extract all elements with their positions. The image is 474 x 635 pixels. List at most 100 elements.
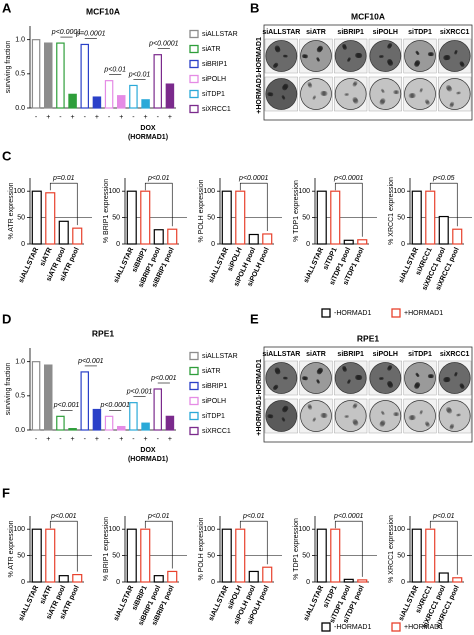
p-value: p<0.05 — [432, 175, 455, 182]
colony-plate — [404, 78, 436, 110]
panel-letter: A — [2, 0, 12, 15]
x-tick-label: + — [95, 114, 99, 121]
colony — [312, 419, 316, 422]
p-value: p<0.01 — [147, 175, 170, 182]
colony — [382, 90, 385, 94]
bar — [80, 371, 89, 431]
colony — [317, 380, 320, 384]
colony — [450, 423, 455, 428]
bar — [140, 190, 151, 245]
bar — [126, 190, 137, 245]
colony — [302, 54, 306, 58]
colony — [307, 82, 312, 87]
colony — [274, 45, 280, 51]
bar — [126, 528, 137, 583]
colony-plate — [334, 400, 367, 432]
legend-label: siALLSTAR — [202, 353, 238, 360]
colony-plate — [265, 362, 298, 394]
bar — [45, 192, 56, 245]
colony-plate — [438, 400, 471, 432]
legend-swatch — [321, 308, 331, 318]
bar — [80, 43, 89, 109]
x-tick-label: - — [35, 436, 38, 443]
colony — [283, 83, 289, 89]
bar — [141, 99, 150, 109]
colony — [380, 420, 386, 426]
bar — [153, 388, 163, 431]
colony — [320, 412, 326, 418]
colony — [357, 53, 363, 59]
colony — [380, 410, 384, 414]
column-label: siATR — [306, 29, 326, 36]
panel-letter: B — [250, 0, 259, 15]
colony — [352, 97, 358, 103]
colony — [320, 90, 326, 96]
x-tick-label: - — [84, 436, 87, 443]
bar — [167, 228, 178, 245]
colony-plate — [334, 362, 367, 394]
significance-bracket — [49, 182, 78, 226]
colony — [424, 99, 429, 104]
y-tick-label: 100 — [298, 188, 310, 195]
legend-label: +HORMAD1 — [404, 624, 443, 631]
y-axis-label: surviving fraction — [5, 363, 12, 416]
bar — [248, 233, 259, 245]
bar — [31, 190, 42, 245]
x-tick-label: siALLSTAR — [398, 247, 420, 284]
colony — [388, 60, 394, 66]
colony-plate — [438, 362, 471, 394]
colony — [273, 386, 277, 391]
bar — [92, 408, 102, 431]
bar — [104, 415, 114, 431]
colony — [308, 405, 313, 410]
colony — [379, 377, 382, 380]
y-axis-label: % TDP1 expression — [293, 180, 300, 242]
p-value: p<0.0001 — [51, 29, 81, 36]
p-value: p<0.01 — [147, 513, 170, 520]
x-tick-label: + — [168, 114, 172, 121]
y-axis-label: % ATR expression — [8, 520, 15, 577]
y-axis-label: % XRCC1 expression — [388, 515, 395, 583]
colony — [443, 55, 449, 61]
row-label: +HORMAD1 — [256, 396, 263, 436]
colony — [352, 419, 358, 425]
legend-label: siPOLH — [202, 76, 226, 83]
p-value: p<0.0001 — [238, 175, 268, 182]
y-tick-label: 100 — [203, 526, 215, 533]
colony — [408, 93, 414, 99]
y-tick-label: 50 — [207, 552, 215, 559]
x-tick-label: + — [71, 114, 75, 121]
colony — [394, 412, 399, 417]
colony — [388, 43, 393, 47]
colony — [321, 90, 327, 96]
legend-swatch — [189, 44, 199, 54]
bar — [343, 578, 354, 583]
panel-letter: E — [250, 311, 259, 326]
x-tick-label: siATR — [39, 585, 54, 606]
x-tick-label: + — [168, 436, 172, 443]
colony — [408, 415, 414, 421]
bar — [221, 528, 232, 583]
colony — [458, 91, 461, 95]
colony — [345, 93, 348, 96]
colony — [282, 418, 286, 422]
y-tick-label: 100 — [13, 526, 25, 533]
colony — [283, 405, 289, 411]
y-tick-label: 50 — [17, 552, 25, 559]
colony — [353, 81, 357, 86]
legend-swatch — [189, 29, 199, 39]
panel-title: RPE1 — [357, 333, 379, 343]
bar — [31, 39, 41, 109]
colony-plate — [404, 400, 436, 432]
bar — [425, 190, 436, 245]
colony-plate — [265, 400, 298, 432]
colony — [379, 98, 385, 104]
colony — [317, 58, 320, 62]
legend-label: siTDP1 — [202, 413, 225, 420]
colony-plate — [404, 40, 436, 72]
bar — [248, 570, 259, 583]
colony — [424, 421, 429, 426]
colony — [449, 424, 454, 429]
colony — [344, 415, 347, 418]
colony-plate — [334, 40, 367, 72]
